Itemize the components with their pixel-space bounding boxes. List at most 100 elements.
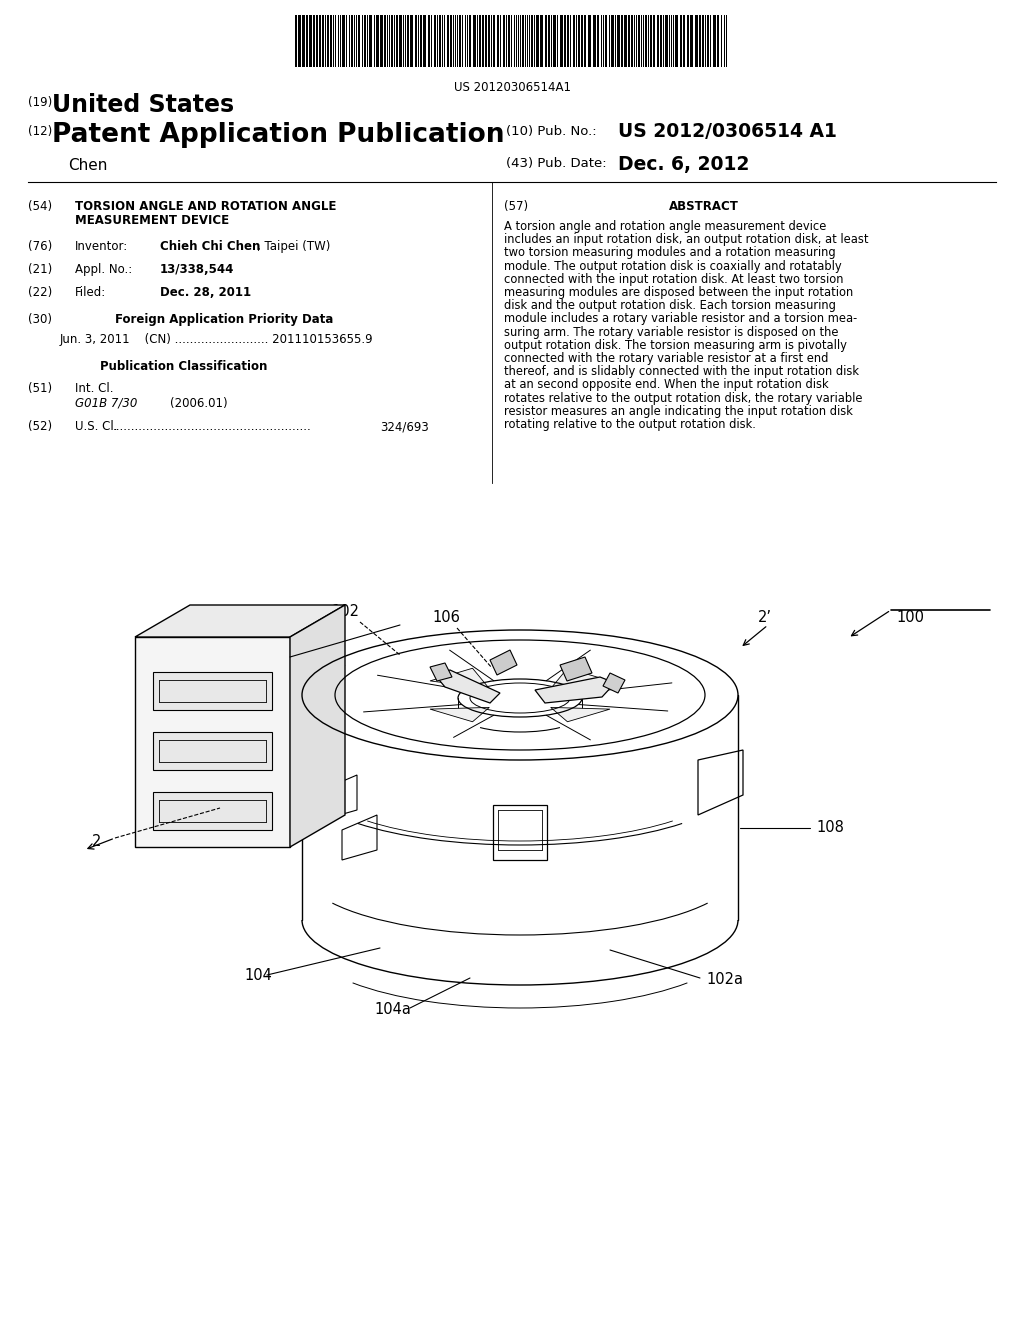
Bar — [479, 15, 481, 67]
Text: rotates relative to the output rotation disk, the rotary variable: rotates relative to the output rotation … — [504, 392, 862, 405]
Bar — [690, 15, 693, 67]
Text: output rotation disk. The torsion measuring arm is pivotally: output rotation disk. The torsion measur… — [504, 339, 847, 352]
Bar — [399, 15, 402, 67]
Text: 106: 106 — [432, 610, 460, 626]
Bar — [650, 15, 652, 67]
Text: (43) Pub. Date:: (43) Pub. Date: — [506, 157, 606, 170]
Bar — [503, 15, 505, 67]
Text: 13/338,544: 13/338,544 — [160, 263, 234, 276]
Bar — [531, 15, 534, 67]
Bar — [545, 15, 547, 67]
Bar — [380, 15, 383, 67]
Bar — [319, 15, 321, 67]
Text: 104a: 104a — [374, 1002, 411, 1018]
Text: ABSTRACT: ABSTRACT — [669, 201, 739, 213]
Text: Chen: Chen — [68, 158, 108, 173]
Bar — [597, 15, 599, 67]
Bar — [309, 15, 312, 67]
Text: module includes a rotary variable resistor and a torsion mea-: module includes a rotary variable resist… — [504, 313, 857, 326]
Polygon shape — [153, 672, 272, 710]
Text: at an second opposite end. When the input rotation disk: at an second opposite end. When the inpu… — [504, 379, 828, 392]
Bar — [482, 15, 484, 67]
Text: connected with the rotary variable resistor at a first end: connected with the rotary variable resis… — [504, 352, 828, 366]
Bar — [493, 15, 495, 67]
Bar — [376, 15, 379, 67]
Bar — [675, 15, 678, 67]
Bar — [680, 15, 682, 67]
Bar — [628, 15, 630, 67]
Text: United States: United States — [52, 92, 234, 117]
Text: Jun. 3, 2011    (CN) ......................... 201110153655.9: Jun. 3, 2011 (CN) ......................… — [60, 333, 374, 346]
Polygon shape — [490, 649, 517, 675]
Bar — [645, 15, 647, 67]
Text: (10) Pub. No.:: (10) Pub. No.: — [506, 125, 597, 139]
Text: 102a: 102a — [706, 973, 743, 987]
Bar — [707, 15, 709, 67]
Text: 108: 108 — [816, 821, 844, 836]
Text: US 2012/0306514 A1: US 2012/0306514 A1 — [618, 121, 837, 141]
Text: (19): (19) — [28, 96, 52, 110]
Text: TORSION ANGLE AND ROTATION ANGLE: TORSION ANGLE AND ROTATION ANGLE — [75, 201, 336, 213]
Text: Chieh Chi Chen: Chieh Chi Chen — [160, 240, 260, 253]
Text: US 20120306514A1: US 20120306514A1 — [454, 81, 570, 94]
Text: A torsion angle and rotation angle measurement device: A torsion angle and rotation angle measu… — [504, 220, 826, 234]
Polygon shape — [153, 792, 272, 830]
Bar — [423, 15, 426, 67]
Bar — [564, 15, 566, 67]
Text: Appl. No.:: Appl. No.: — [75, 263, 132, 276]
Polygon shape — [535, 677, 615, 704]
Text: MEASUREMENT DEVICE: MEASUREMENT DEVICE — [75, 214, 229, 227]
Bar — [695, 15, 698, 67]
Bar — [369, 15, 372, 67]
Bar — [473, 15, 476, 67]
Bar — [553, 15, 556, 67]
Polygon shape — [603, 673, 625, 693]
Bar — [322, 15, 324, 67]
Text: 324/693: 324/693 — [380, 420, 429, 433]
Bar — [330, 15, 332, 67]
Bar — [428, 15, 430, 67]
Text: 104: 104 — [244, 968, 272, 982]
Text: (57): (57) — [504, 201, 528, 213]
Text: (12): (12) — [28, 125, 52, 139]
Bar — [420, 15, 422, 67]
Bar — [0, 500, 1024, 1119]
Bar — [713, 15, 716, 67]
Polygon shape — [551, 668, 610, 689]
Text: (51): (51) — [28, 381, 52, 395]
Bar — [485, 15, 487, 67]
Bar — [540, 15, 543, 67]
Text: suring arm. The rotary variable resistor is disposed on the: suring arm. The rotary variable resistor… — [504, 326, 839, 339]
Bar — [578, 15, 580, 67]
Bar — [593, 15, 596, 67]
Bar — [342, 15, 345, 67]
Text: (54): (54) — [28, 201, 52, 213]
Bar — [469, 15, 471, 67]
Bar — [657, 15, 659, 67]
Text: Patent Application Publication: Patent Application Publication — [52, 121, 505, 148]
Bar — [687, 15, 689, 67]
Polygon shape — [435, 671, 500, 704]
Text: (21): (21) — [28, 263, 52, 276]
Bar — [508, 15, 510, 67]
Bar — [665, 15, 668, 67]
Bar — [396, 15, 398, 67]
Bar — [316, 15, 318, 67]
Bar — [447, 15, 449, 67]
Bar — [306, 15, 308, 67]
Bar — [364, 15, 366, 67]
Text: (2006.01): (2006.01) — [170, 397, 227, 411]
Text: G01B 7/30: G01B 7/30 — [75, 397, 137, 411]
Text: measuring modules are disposed between the input rotation: measuring modules are disposed between t… — [504, 286, 853, 300]
Text: module. The output rotation disk is coaxially and rotatably: module. The output rotation disk is coax… — [504, 260, 842, 273]
Polygon shape — [290, 605, 345, 847]
Bar — [581, 15, 583, 67]
Text: Filed:: Filed: — [75, 286, 106, 300]
Text: Publication Classification: Publication Classification — [100, 360, 267, 374]
Text: rotating relative to the output rotation disk.: rotating relative to the output rotation… — [504, 418, 756, 432]
Bar — [536, 15, 539, 67]
Bar — [660, 15, 662, 67]
Bar — [450, 15, 452, 67]
Text: Inventor:: Inventor: — [75, 240, 128, 253]
Text: disk and the output rotation disk. Each torsion measuring: disk and the output rotation disk. Each … — [504, 300, 836, 313]
